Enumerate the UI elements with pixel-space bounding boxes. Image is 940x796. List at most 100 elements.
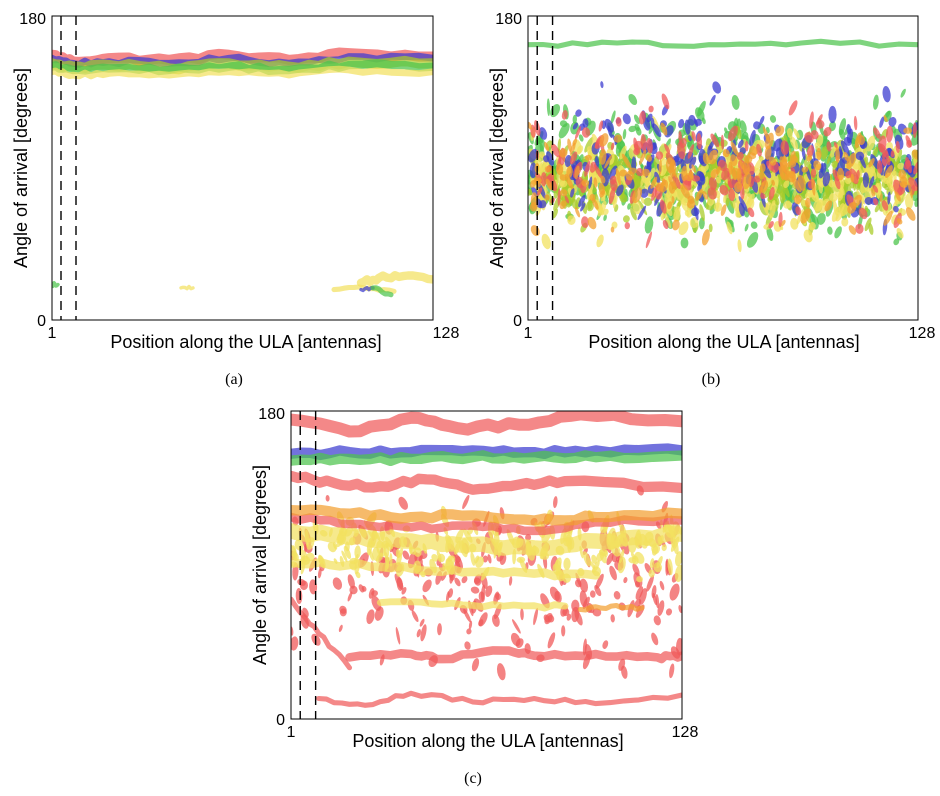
panel-b-speckle-green <box>628 94 638 105</box>
panel-b-speckle-blue <box>893 205 899 213</box>
panel-b-speckle-green <box>635 127 642 136</box>
panel-b-speckle-blue <box>616 184 624 197</box>
panel-b-speckle-red <box>581 216 589 228</box>
panel-b-speckle-yellow <box>660 212 665 221</box>
panel-b-speckle-green <box>546 98 551 116</box>
panel-b-speckle-orange <box>569 142 576 155</box>
panel-c-marks <box>291 411 682 708</box>
panel-c-speckle-yellow <box>674 564 682 583</box>
panel-b-speckle-olive <box>693 149 698 156</box>
panel-b-speckle-orange <box>599 133 609 147</box>
panel-b-speckle-red <box>885 125 894 143</box>
panel-c-series-red-12 <box>316 690 682 708</box>
panel-c-speckle-yellow <box>516 556 526 563</box>
panel-a-series-green-10 <box>52 281 60 289</box>
panel-b-speckle-orange <box>787 160 796 168</box>
panel-c-speckle-red <box>606 552 614 565</box>
panel-c-speckle-yellow <box>372 547 381 561</box>
panel-b-speckle-yellow <box>832 199 839 216</box>
panel-b-speckle-blue <box>846 128 854 144</box>
panel-b-speckle-yellow <box>896 228 904 239</box>
panel-b-speckle-green <box>744 223 749 232</box>
panel-b-speckle-red <box>708 176 717 191</box>
panel-c-speckle-red <box>299 580 309 591</box>
panel-b-speckle-blue <box>818 162 827 179</box>
panel-b-speckle-yellow <box>769 202 776 219</box>
panel-b-speckle-orange <box>835 147 840 163</box>
panel-b-speckle-blue <box>608 165 618 180</box>
panel-b-speckle-red <box>646 138 653 154</box>
panel-c-speckle-red <box>339 605 347 614</box>
panel-b-speckle-red <box>768 221 774 229</box>
panel-c-dashed-lines <box>299 411 317 719</box>
panel-c-series-red-2 <box>291 411 682 438</box>
panel-b-speckle-blue <box>652 123 662 138</box>
panel-b-speckle-blue <box>801 147 806 161</box>
panel-b-speckle-red <box>645 231 653 249</box>
panel-b-speckle-red <box>795 206 802 216</box>
panel-b-speckle-orange <box>687 195 695 204</box>
panel-b-speckle-red <box>561 110 568 120</box>
panel-b-speckle-red <box>727 125 739 142</box>
panel-b-speckle-red <box>569 151 578 165</box>
panel-c-speckle-red <box>463 608 471 623</box>
panel-b-speckle-yellow <box>771 200 776 206</box>
panel-c-speckle-red <box>347 574 355 589</box>
panel-b-speckle-yellow <box>804 192 812 200</box>
panel-b-speckle-red <box>872 184 879 193</box>
panel-b-speckle-yellow <box>783 180 790 188</box>
panel-b-speckle-blue <box>528 148 538 163</box>
panel-a-ylabel: Angle of arrival [degrees] <box>11 68 31 268</box>
panel-b-marks <box>528 38 918 253</box>
panel-c-speckle-red <box>566 613 572 621</box>
panel-b-speckle-red <box>815 119 825 129</box>
panel-b-speckle-red <box>809 111 814 129</box>
panel-b-speckle-red <box>598 120 603 132</box>
panel-c-speckle-red <box>562 608 570 617</box>
panel-c-speckle-yellow <box>603 549 609 558</box>
panel-b-speckle-red <box>691 131 696 142</box>
panel-b-speckle-red <box>780 140 790 155</box>
panel-b-speckle-blue <box>869 176 875 189</box>
panel-b-speckle-orange <box>567 138 572 153</box>
panel-b-speckle-orange <box>559 148 568 158</box>
panel-b-speckle-blue <box>600 81 604 89</box>
panel-b-speckle-yellow <box>796 209 804 225</box>
panel-b-speckle-orange <box>628 167 637 175</box>
panel-c-speckle-yellow <box>332 541 338 550</box>
panel-c-xlabel: Position along the ULA [antennas] <box>352 731 623 751</box>
panel-c-speckle-yellow <box>299 549 308 562</box>
panel-c-speckle-red <box>470 586 480 594</box>
panel-b-speckle-red <box>609 175 617 185</box>
panel-b-speckle-orange <box>581 179 589 187</box>
panel-c-speckle-red <box>512 619 521 634</box>
panel-c: 180 0 1 128 Position along the ULA [ante… <box>250 406 698 787</box>
panel-b-speckle-red <box>747 207 755 218</box>
panel-b-speckle-blue <box>749 129 756 147</box>
panel-c-speckle-yellow <box>648 569 655 578</box>
panel-b-speckle-orange <box>801 166 809 173</box>
panel-b-speckle-blue <box>646 113 653 123</box>
panel-c-speckle-yellow <box>661 544 667 552</box>
panel-b-speckle-orange <box>598 182 605 195</box>
panel-b-speckle-blue <box>570 187 575 198</box>
panel-b-speckle-red <box>826 141 832 152</box>
panel-b-speckle-yellow <box>559 180 568 188</box>
panel-b-speckle-olive <box>831 160 839 168</box>
panel-b-speckle-orange <box>604 154 613 169</box>
panel-c-speckle-red <box>332 577 343 590</box>
panel-b-speckle-green <box>838 118 847 136</box>
panel-b-speckle-orange <box>883 210 893 226</box>
panel-b-speckle-orange <box>868 158 875 168</box>
panel-c-speckle-red <box>398 496 408 510</box>
panel-b-speckle-blue <box>887 191 891 205</box>
panel-c-speckle-red <box>482 555 489 563</box>
panel-b-speckle-olive <box>874 204 881 213</box>
panel-b-speckle-olive <box>637 199 648 216</box>
panel-c-speckle-red <box>547 632 556 649</box>
panel-c-speckle-red <box>422 579 432 593</box>
panel-b-speckle-orange <box>559 200 567 210</box>
panel-b-speckle-orange <box>813 160 822 171</box>
panel-c-series-yellow-8 <box>376 598 569 612</box>
panel-b-speckle-red <box>881 200 889 211</box>
